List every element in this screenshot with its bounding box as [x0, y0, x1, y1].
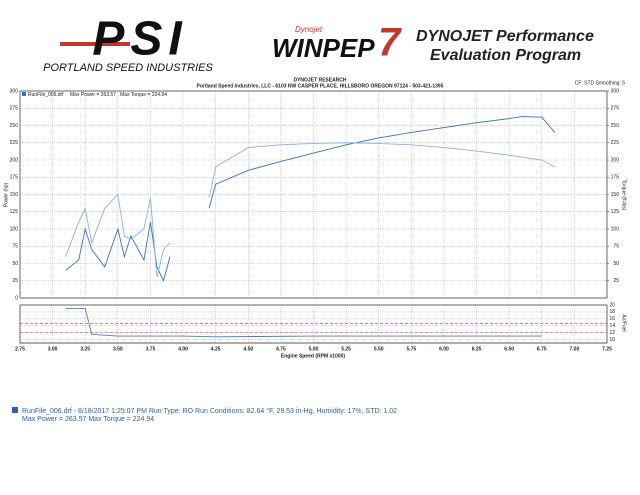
x-tick-label: 4.75	[276, 346, 286, 352]
y-tick-label: 25	[12, 278, 18, 284]
y-tick-label: 250	[10, 123, 19, 129]
winpep-version: 7	[378, 21, 402, 65]
y-tick-label: 300	[10, 88, 19, 94]
y-tick-label: 18	[609, 309, 615, 315]
x-tick-label: 5.50	[374, 346, 384, 352]
chart-title: DYNOJET RESEARCH	[293, 77, 346, 83]
x-tick-label: 3.00	[48, 346, 58, 352]
footer-swatch	[12, 407, 18, 413]
footer-line: RunFile_006.drf - 8/18/2017 1:25:07 PM R…	[22, 407, 397, 415]
y-tick-label: 150	[10, 192, 19, 198]
y-tick-label: 75	[12, 244, 18, 250]
y-tick-label: 100	[10, 226, 19, 232]
x-tick-label: 6.25	[472, 346, 482, 352]
x-tick-label: 6.50	[504, 346, 514, 352]
y2-tick-label: 225	[611, 140, 620, 146]
y2-tick-label: 25	[613, 278, 619, 284]
y-tick-label: 20	[609, 302, 615, 308]
afr-axis-label: Air/Fuel	[621, 314, 627, 331]
legend-file: RunFile_006.drf	[28, 92, 64, 98]
x-tick-label: 3.50	[113, 346, 123, 352]
y2-tick-label: 125	[611, 209, 620, 215]
x-tick-label: 6.00	[439, 346, 449, 352]
y-tick-label: 0	[15, 295, 18, 301]
y-tick-label: 225	[10, 140, 19, 146]
y-tick-label: 16	[609, 316, 615, 322]
x-tick-label: 5.25	[341, 346, 351, 352]
chart-note: CF: STD Smoothing: 5	[575, 80, 626, 86]
data-line	[65, 142, 556, 278]
data-line	[65, 116, 556, 283]
legend-swatch	[22, 92, 26, 96]
y-tick-label: 12	[609, 330, 615, 336]
y2-tick-label: 200	[611, 157, 620, 163]
chart-subtitle: Portland Speed Industries, LLC - 6103 NW…	[196, 83, 443, 89]
logo-stripe	[60, 42, 130, 46]
plot-area: 0 25 50 75 100 125 150 175 200 225 250 275 300 25 50 75…	[10, 88, 620, 352]
x-tick-label: 6.75	[537, 346, 547, 352]
y2-tick-label: 75	[613, 244, 619, 250]
x-axis-label: Engine Speed (RPM x1000)	[281, 353, 346, 359]
y2-axis-label: Torque (ft-lbs)	[621, 180, 627, 211]
y2-tick-label: 50	[613, 261, 619, 267]
y2-tick-label: 175	[611, 175, 620, 181]
x-tick-label: 7.00	[570, 346, 580, 352]
data-line	[65, 308, 542, 338]
winpep-logo: Dynojet WINPEP 7 DYNOJET Performance Eva…	[272, 21, 594, 65]
y-tick-label: 175	[10, 175, 19, 181]
y2-tick-label: 250	[611, 123, 620, 129]
x-tick-label: 5.00	[309, 346, 319, 352]
y2-tick-label: 100	[611, 226, 620, 232]
program-title: Evaluation Program	[430, 47, 581, 64]
legend-torque: Max Torque = 224.94	[120, 92, 167, 98]
x-tick-label: 4.50	[243, 346, 253, 352]
y-tick-label: 125	[10, 209, 19, 215]
y-tick-label: 10	[609, 337, 615, 343]
y2-tick-label: 275	[611, 106, 620, 112]
y-tick-label: 200	[10, 157, 19, 163]
x-tick-label: 4.00	[178, 346, 188, 352]
x-tick-label: 3.25	[80, 346, 90, 352]
psi-logo: PSI PORTLAND SPEED INDUSTRIES	[43, 13, 213, 74]
x-tick-label: 4.25	[211, 346, 221, 352]
winpep-brand: Dynojet	[295, 25, 323, 34]
logo-subtitle: PORTLAND SPEED INDUSTRIES	[43, 62, 213, 74]
logo-text: PSI	[92, 13, 187, 66]
y-tick-label: 275	[10, 106, 19, 112]
winpep-text: WINPEP	[272, 33, 375, 63]
y-tick-label: 50	[12, 261, 18, 267]
program-title: DYNOJET Performance	[416, 28, 594, 45]
y-tick-label: 14	[609, 323, 615, 329]
y2-tick-label: 300	[611, 88, 620, 94]
x-tick-label: 5.75	[406, 346, 416, 352]
x-tick-label: 3.75	[146, 346, 156, 352]
x-tick-label: 2.75	[15, 346, 25, 352]
footer-line: Max Power = 263.57 Max Torque = 224.94	[22, 416, 154, 423]
y-axis-label: Power (hp)	[3, 182, 9, 207]
x-tick-label: 7.25	[602, 346, 612, 352]
legend-power: Max Power = 263.57	[70, 92, 116, 98]
y2-tick-label: 150	[611, 192, 620, 198]
